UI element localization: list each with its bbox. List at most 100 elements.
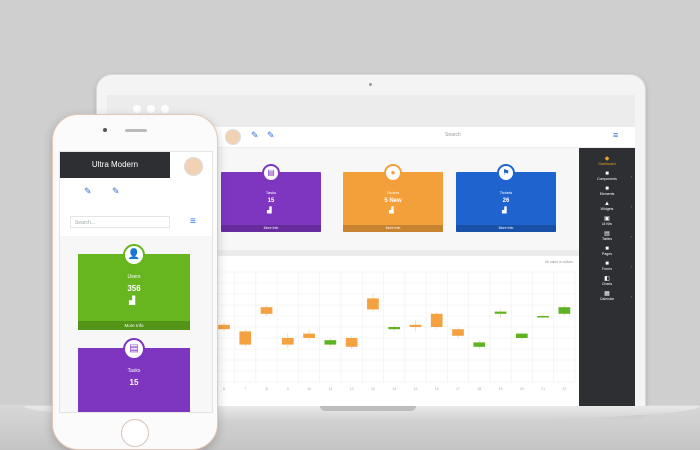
- sidebar-item-forms[interactable]: ■ Forms ›: [579, 261, 635, 271]
- ticket-icon: ⚑: [497, 164, 515, 182]
- chevron-right-icon: ›: [630, 174, 632, 179]
- candle[interactable]: [367, 298, 379, 310]
- candle[interactable]: [388, 327, 401, 330]
- menu-icon[interactable]: ≡: [613, 130, 619, 140]
- phone-speaker: [125, 129, 147, 132]
- phone-card: 👤 Users 356 ▟ More Info: [78, 244, 190, 330]
- x-tick-label: 8: [266, 387, 268, 391]
- candle[interactable]: [303, 333, 315, 338]
- chevron-right-icon: ›: [630, 204, 632, 209]
- divider: [107, 250, 579, 256]
- cart-icon: ●: [384, 164, 402, 182]
- chevron-right-icon: ›: [630, 264, 632, 269]
- app-title: Ultra Modern: [91, 160, 139, 169]
- sidebar-item-components[interactable]: ■ Components ›: [579, 171, 635, 181]
- x-tick-label: 6: [223, 387, 225, 391]
- sidebar-item-label: Pages: [602, 252, 612, 256]
- laptop-card: ● Orders 5 New ▟ More Info: [343, 164, 443, 232]
- phone-card: ▤ Tasks 15 ▟: [78, 338, 190, 412]
- candle[interactable]: [515, 333, 528, 338]
- candle[interactable]: [494, 311, 507, 314]
- candle[interactable]: [430, 313, 443, 327]
- dashboard-icon: ◆: [604, 156, 610, 162]
- menu-icon[interactable]: ≡: [190, 216, 196, 227]
- laptop-notch: [320, 406, 416, 411]
- candle[interactable]: [345, 338, 358, 347]
- x-tick-label: 19: [499, 387, 503, 391]
- card-label: Orders: [386, 190, 400, 195]
- x-tick-label: 12: [350, 387, 354, 391]
- candle[interactable]: [260, 307, 273, 314]
- more-info-link[interactable]: More Info: [343, 225, 443, 232]
- form-icon: ■: [605, 261, 609, 267]
- search-input[interactable]: Search: [445, 132, 461, 138]
- avatar[interactable]: [225, 129, 241, 145]
- user-icon: 👤: [123, 244, 145, 266]
- sidebar-item-label: Calendar: [599, 297, 615, 301]
- component-icon: ■: [605, 171, 609, 177]
- x-tick-label: 16: [435, 387, 439, 391]
- phone-frame: Ultra Modern ✎ ✎ Search... ≡ 👤 Users 356…: [52, 114, 218, 450]
- kit-icon: ▣: [604, 216, 610, 222]
- sidebar-item-label: Widgets: [600, 207, 614, 211]
- candle[interactable]: [281, 338, 294, 345]
- stats-icon: ▟: [502, 208, 507, 214]
- candle[interactable]: [558, 307, 571, 314]
- card-value: 5 New: [384, 198, 402, 204]
- home-button[interactable]: [121, 419, 149, 447]
- candle[interactable]: [409, 324, 422, 327]
- chevron-right-icon: ›: [630, 234, 632, 239]
- candle[interactable]: [473, 342, 486, 347]
- stats-icon: ▟: [389, 208, 394, 214]
- x-tick-label: 18: [477, 387, 481, 391]
- phone-header: Ultra Modern: [60, 152, 170, 178]
- task-icon: ▤: [262, 164, 280, 182]
- notification-icon[interactable]: ✎: [267, 130, 275, 140]
- sidebar-item-label: Charts: [601, 282, 613, 286]
- candle[interactable]: [239, 331, 252, 345]
- chevron-right-icon: ›: [630, 294, 632, 299]
- candle[interactable]: [218, 324, 230, 330]
- sidebar-item-ui-kits[interactable]: ▣ Ui Kits: [579, 216, 635, 226]
- sidebar-item-charts[interactable]: ◧ Charts: [579, 276, 635, 286]
- sidebar-item-tables[interactable]: ▤ Tables ›: [579, 231, 635, 241]
- sidebar-item-pages[interactable]: ■ Pages: [579, 246, 635, 256]
- chart-tag: All sales in dollars: [544, 260, 573, 264]
- phone-camera: [103, 128, 107, 132]
- sidebar-item-label: Tables: [601, 237, 613, 241]
- phone-screen: Ultra Modern ✎ ✎ Search... ≡ 👤 Users 356…: [59, 151, 213, 413]
- sidebar-item-calendar[interactable]: ▦ Calendar ›: [579, 291, 635, 301]
- x-tick-label: 10: [307, 387, 311, 391]
- edit-icon[interactable]: ✎: [251, 130, 259, 140]
- card-value: 26: [502, 198, 510, 204]
- sidebar-item-dashboard[interactable]: ◆ Dashboard: [579, 156, 635, 166]
- sidebar-item-widgets[interactable]: ▲ Widgets ›: [579, 201, 635, 211]
- top-bar: ✎ ✎ Search ≡: [107, 127, 635, 148]
- laptop-card: ▤ Tasks 15 ▟ More Info: [221, 164, 321, 232]
- more-info-link[interactable]: More Info: [456, 225, 556, 232]
- widget-icon: ▲: [604, 201, 610, 207]
- window-dot[interactable]: [133, 105, 141, 113]
- x-tick-label: 20: [520, 387, 524, 391]
- more-info-link[interactable]: More Info: [78, 321, 190, 330]
- card-label: Tasks: [127, 368, 141, 374]
- x-tick-label: 7: [244, 387, 246, 391]
- x-tick-label: 13: [371, 387, 375, 391]
- x-tick-label: 9: [287, 387, 289, 391]
- window-dot[interactable]: [147, 105, 155, 113]
- search-input[interactable]: Search...: [70, 216, 170, 228]
- candle[interactable]: [537, 316, 549, 318]
- card-value: 356: [127, 284, 141, 293]
- window-dot[interactable]: [161, 105, 169, 113]
- avatar[interactable]: [184, 157, 203, 176]
- phone-content: 👤 Users 356 ▟ More Info ▤ Tasks 15 ▟: [60, 236, 212, 412]
- sidebar-item-elements[interactable]: ■ Elements: [579, 186, 635, 196]
- candle[interactable]: [452, 329, 464, 336]
- candle[interactable]: [324, 340, 337, 345]
- notification-icon[interactable]: ✎: [112, 186, 120, 196]
- stats-icon: ▟: [129, 296, 136, 305]
- sidebar: ◆ Dashboard ■ Components › ■ Elements ▲ Widgets ›…: [579, 148, 635, 411]
- x-tick-label: 15: [414, 387, 418, 391]
- edit-icon[interactable]: ✎: [84, 186, 92, 196]
- more-info-link[interactable]: More Info: [221, 225, 321, 232]
